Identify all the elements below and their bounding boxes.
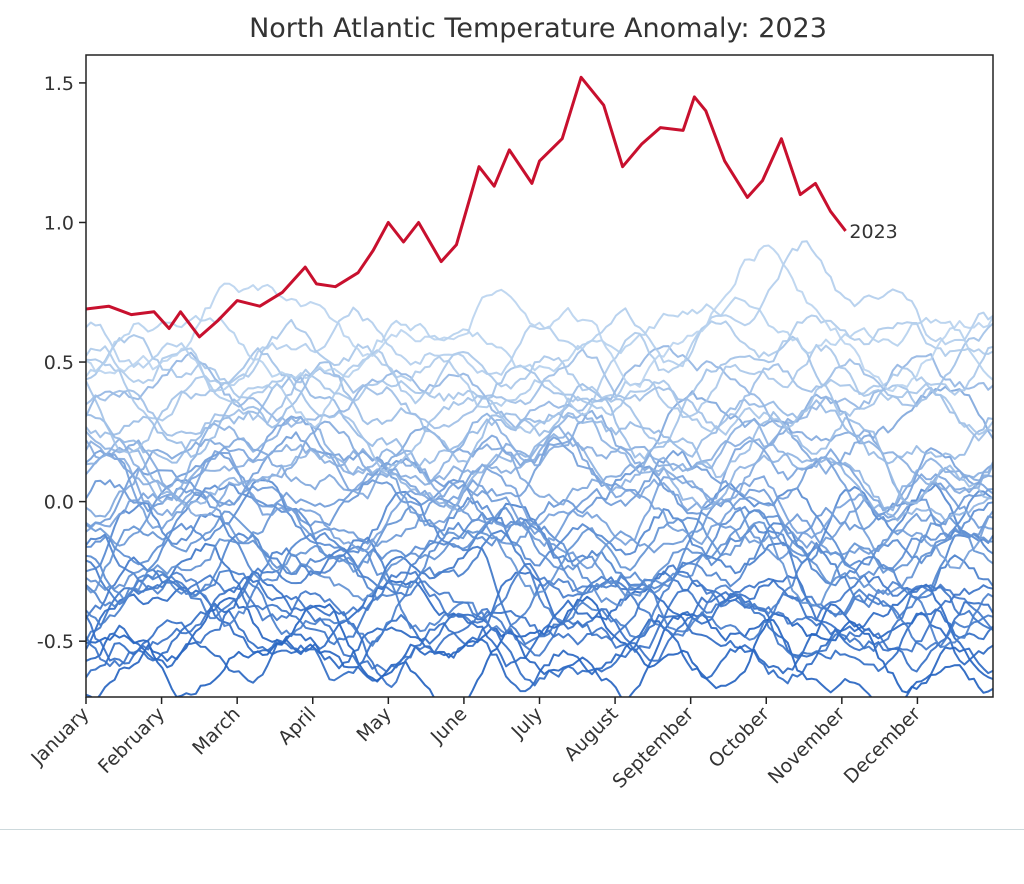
- x-tick-label: April: [274, 703, 320, 749]
- background-series-line: [86, 542, 993, 659]
- y-tick-label: 1.0: [44, 212, 74, 234]
- x-tick-label: June: [426, 703, 472, 749]
- background-series-line: [86, 447, 993, 552]
- x-tick-label: December: [840, 703, 925, 788]
- x-tick-label: November: [764, 703, 850, 789]
- x-tick-label: March: [188, 703, 245, 760]
- series-line-2023: [86, 75, 847, 339]
- y-tick-label: 0.5: [44, 352, 74, 374]
- background-series-line: [86, 244, 993, 393]
- highlight-series-group: [86, 75, 847, 339]
- background-series-line: [86, 597, 993, 697]
- background-series-line: [86, 507, 993, 602]
- background-series-line: [86, 575, 993, 673]
- background-series-line: [86, 556, 993, 657]
- x-axis: January February March April May June July Augu…: [26, 697, 925, 793]
- background-series-line: [86, 547, 993, 651]
- background-series-line: [86, 505, 993, 607]
- y-tick-label: 0.0: [44, 492, 74, 514]
- x-tick-label: July: [507, 703, 547, 743]
- background-series-line: [86, 296, 993, 381]
- background-series-line: [86, 314, 993, 429]
- background-series-line: [86, 348, 993, 442]
- y-axis: -0.5 0.0 0.5 1.0 1.5: [37, 73, 86, 653]
- annotation-group: 2023: [849, 221, 897, 243]
- y-tick-label: 1.5: [44, 73, 74, 95]
- background-series-line: [86, 361, 993, 505]
- background-series-line: [86, 409, 993, 517]
- x-tick-label: February: [94, 703, 169, 778]
- background-series-line: [86, 465, 993, 561]
- background-series-line: [86, 318, 993, 422]
- background-series-line: [86, 345, 993, 430]
- x-tick-label: May: [353, 703, 396, 746]
- background-series-line: [86, 385, 993, 518]
- background-series-line: [86, 412, 993, 512]
- x-tick-label: September: [608, 703, 698, 793]
- x-tick-label: January: [26, 703, 93, 770]
- background-series-line: [86, 595, 993, 687]
- background-series-line: [86, 393, 993, 495]
- chart-title: North Atlantic Temperature Anomaly: 2023: [249, 13, 827, 44]
- background-series-line: [86, 240, 993, 392]
- series-label-2023: 2023: [849, 221, 897, 243]
- bottom-divider: [0, 829, 1024, 830]
- background-series-group: [86, 240, 993, 697]
- background-series-line: [86, 374, 993, 469]
- y-tick-label: -0.5: [37, 631, 74, 653]
- background-series-line: [86, 415, 993, 517]
- x-tick-label: August: [560, 703, 623, 766]
- background-series-line: [86, 412, 993, 522]
- background-series-line: [86, 322, 993, 473]
- background-series-line: [86, 334, 993, 436]
- x-tick-label: October: [704, 703, 773, 772]
- background-series-line: [86, 529, 993, 647]
